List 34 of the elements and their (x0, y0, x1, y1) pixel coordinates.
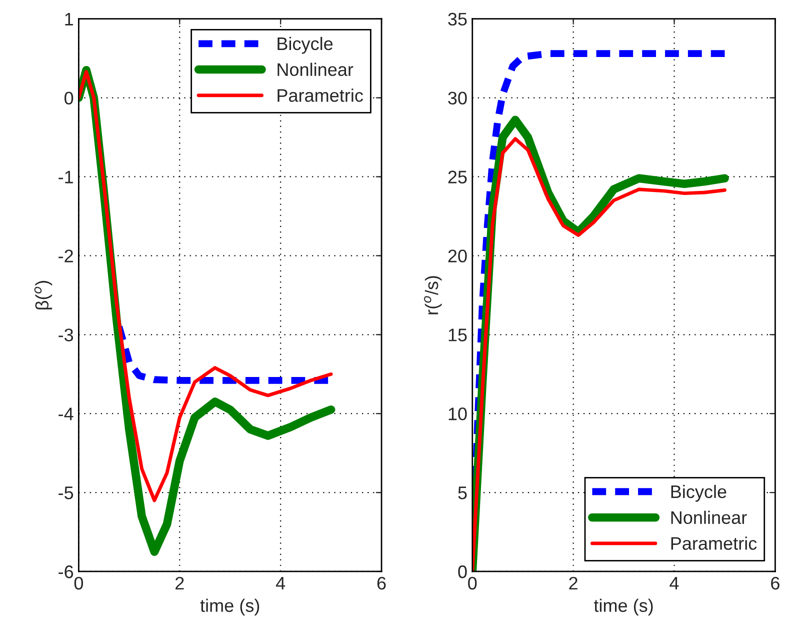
y-axis-title: r($^{o}$/s) (424, 276, 442, 314)
legend-label: Nonlinear (671, 510, 747, 524)
y-tick-label: 0 (458, 565, 467, 578)
x-axis-title: time (s) (594, 598, 653, 616)
y-axis-title: β($^{o}$) (34, 280, 52, 310)
y-tick-label: -5 (58, 486, 74, 500)
y-tick-label: 15 (448, 328, 467, 342)
x-tick-label: 0 (468, 576, 477, 590)
y-tick-label: -6 (58, 565, 74, 578)
x-tick-label: 4 (670, 577, 679, 590)
y-tick-label: -2 (58, 250, 73, 262)
x-tick-label: 6 (771, 576, 780, 590)
x-tick-label: 6 (377, 576, 386, 590)
x-axis-title: time (s) (200, 598, 260, 616)
y-tick-label: 0 (64, 92, 74, 105)
y-tick-label: 1 (65, 12, 73, 26)
legend-label: Parametric (278, 88, 363, 102)
y-tick-label: 10 (448, 408, 467, 420)
x-tick-label: 2 (176, 576, 184, 590)
legend-label: Bicycle (278, 36, 333, 54)
y-tick-label: 5 (458, 486, 467, 500)
y-tick-label: -4 (58, 408, 74, 420)
y-tick-label: 20 (448, 250, 467, 262)
x-tick-label: 4 (276, 577, 286, 590)
y-tick-label: 25 (448, 170, 467, 184)
legend-label: Parametric (671, 536, 757, 550)
legend-label: Nonlinear (278, 62, 354, 76)
y-tick-label: 30 (448, 92, 467, 105)
x-tick-label: 2 (569, 576, 578, 590)
x-tick-label: 0 (74, 576, 84, 590)
y-tick-label: 35 (448, 12, 467, 26)
y-tick-label: -1 (58, 170, 73, 184)
y-tick-label: -3 (58, 328, 74, 342)
legend-label: Bicycle (671, 484, 726, 502)
